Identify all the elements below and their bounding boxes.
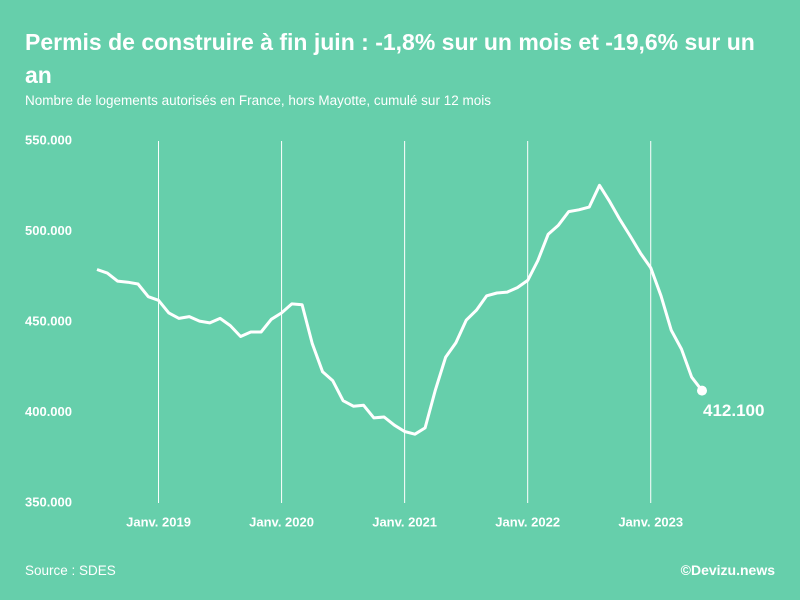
y-tick-label: 550.000 (25, 132, 72, 147)
y-tick-label: 450.000 (25, 313, 72, 328)
chart-subtitle: Nombre de logements autorisés en France,… (25, 93, 491, 108)
value-label: 412.100 (703, 401, 764, 420)
y-tick-label: 400.000 (25, 404, 72, 419)
x-tick-label: Janv. 2021 (372, 514, 437, 529)
end-point (697, 385, 707, 396)
x-tick-label: Janv. 2019 (126, 514, 191, 529)
credit: ©Devizu.news (680, 562, 775, 578)
x-tick-label: Janv. 2020 (249, 514, 314, 529)
chart: 350.000 400.000 450.000 500.000 550.000 Janv.… (25, 132, 764, 529)
y-tick-label: 500.000 (25, 223, 72, 238)
source: Source : SDES (25, 563, 116, 578)
x-tick-label: Janv. 2023 (618, 514, 683, 529)
chart-title: Permis de construire à fin juin : -1,8% … (25, 29, 755, 88)
y-tick-label: 350.000 (25, 494, 72, 509)
x-tick-label: Janv. 2022 (495, 514, 560, 529)
data-line (96, 183, 704, 436)
